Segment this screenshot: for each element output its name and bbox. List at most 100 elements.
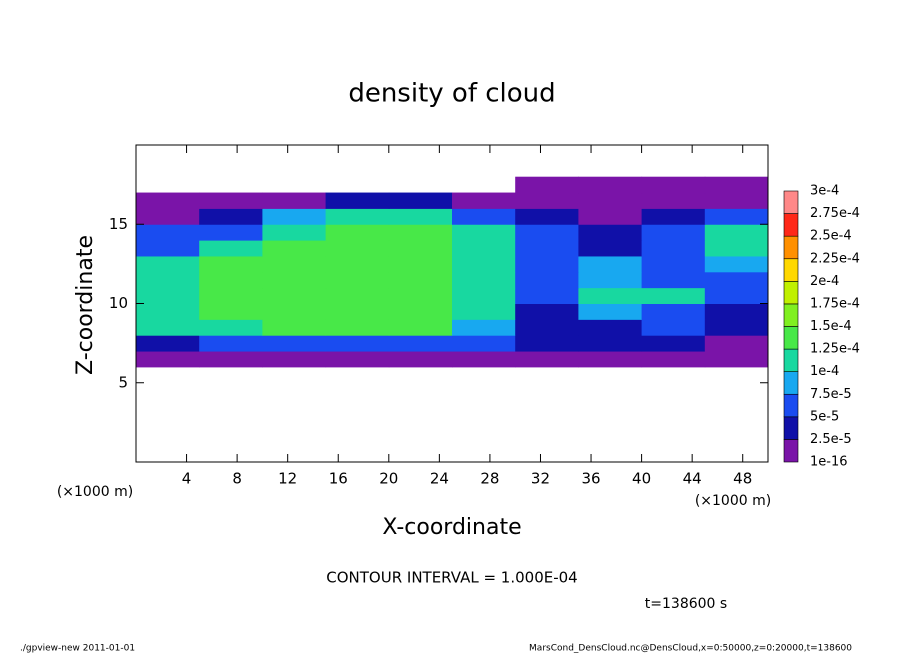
cell — [515, 271, 579, 289]
cell — [515, 255, 579, 273]
cell — [515, 176, 579, 194]
cell — [704, 208, 769, 225]
cell — [641, 271, 706, 289]
cell — [325, 287, 390, 304]
x-tick-label: 20 — [379, 470, 398, 488]
cell — [641, 351, 706, 368]
x-tick-label: 32 — [531, 470, 550, 488]
footer-left: ./gpview-new 2011-01-01 — [20, 644, 135, 654]
cell — [452, 255, 516, 273]
cell — [325, 335, 390, 352]
colorbar-swatch — [783, 281, 799, 305]
colorbar-label: 1.25e-4 — [810, 342, 860, 357]
contour-note: CONTOUR INTERVAL = 1.000E-04 — [326, 569, 577, 587]
cell — [262, 208, 327, 225]
cell — [325, 224, 390, 241]
cell — [452, 319, 516, 336]
cell — [199, 255, 263, 273]
cell — [262, 319, 327, 336]
cell — [515, 192, 579, 209]
cell — [389, 177, 453, 193]
cell — [388, 351, 453, 368]
cell — [199, 287, 263, 304]
cell — [452, 177, 516, 193]
colorbar-swatch — [783, 416, 799, 440]
cell — [326, 177, 390, 193]
cell — [704, 224, 769, 241]
cell — [199, 303, 263, 320]
cell — [641, 319, 706, 336]
cell — [136, 271, 200, 289]
cell — [325, 271, 390, 289]
cell — [641, 224, 706, 241]
x-tick-label: 16 — [329, 470, 348, 488]
y-unit: (×1000 m) — [57, 484, 133, 500]
cell — [136, 177, 200, 193]
cell — [704, 303, 769, 320]
cell — [199, 208, 263, 225]
cell — [578, 176, 643, 194]
cell — [641, 240, 706, 257]
cell — [262, 287, 327, 304]
colorbar-label: 3e-4 — [810, 184, 839, 199]
colorbar-label: 7.5e-5 — [810, 387, 852, 402]
cell — [578, 287, 643, 304]
cell — [325, 303, 390, 320]
x-tick-label: 12 — [278, 470, 297, 488]
cell — [136, 208, 200, 225]
cell — [704, 240, 769, 257]
cell — [388, 208, 453, 225]
cell — [578, 303, 643, 320]
x-tick-label: 40 — [632, 470, 651, 488]
cell — [325, 319, 390, 336]
chart-title: density of cloud — [348, 79, 555, 109]
cell — [325, 208, 390, 225]
cell — [452, 192, 516, 209]
cell — [452, 224, 516, 241]
colorbar-label: 2.25e-4 — [810, 251, 860, 266]
cell — [704, 335, 769, 352]
cell — [641, 176, 706, 194]
cell — [388, 192, 453, 209]
cell — [262, 335, 327, 352]
cell — [641, 255, 706, 273]
cell — [325, 255, 390, 273]
colorbar-swatch — [783, 371, 799, 395]
cell — [262, 303, 327, 320]
cell — [641, 287, 706, 304]
cell — [325, 240, 390, 257]
cell — [515, 303, 579, 320]
cell — [136, 351, 200, 368]
cell — [578, 240, 643, 257]
cell — [704, 351, 769, 368]
cell — [515, 335, 579, 352]
cell — [136, 192, 200, 209]
cell — [641, 303, 706, 320]
colorbar-swatch — [783, 258, 799, 282]
cell — [578, 224, 643, 241]
x-tick-label: 28 — [480, 470, 499, 488]
x-tick-label: 24 — [430, 470, 449, 488]
colorbar-label: 5e-5 — [810, 409, 839, 424]
cell — [388, 303, 453, 320]
y-tick-label: 5 — [118, 373, 128, 391]
cell — [704, 271, 769, 289]
cell — [704, 319, 769, 336]
cell — [452, 335, 516, 352]
cell — [641, 208, 706, 225]
cell — [641, 192, 706, 209]
cell — [199, 335, 263, 352]
cell — [704, 192, 769, 209]
cell — [641, 335, 706, 352]
cell — [515, 287, 579, 304]
colorbar-label: 2.75e-4 — [810, 206, 860, 221]
cell — [388, 224, 453, 241]
cell — [262, 351, 327, 368]
cell — [578, 271, 643, 289]
cell — [704, 287, 769, 304]
cell — [515, 224, 579, 241]
cell — [199, 351, 263, 368]
colorbar-swatch — [783, 439, 799, 463]
